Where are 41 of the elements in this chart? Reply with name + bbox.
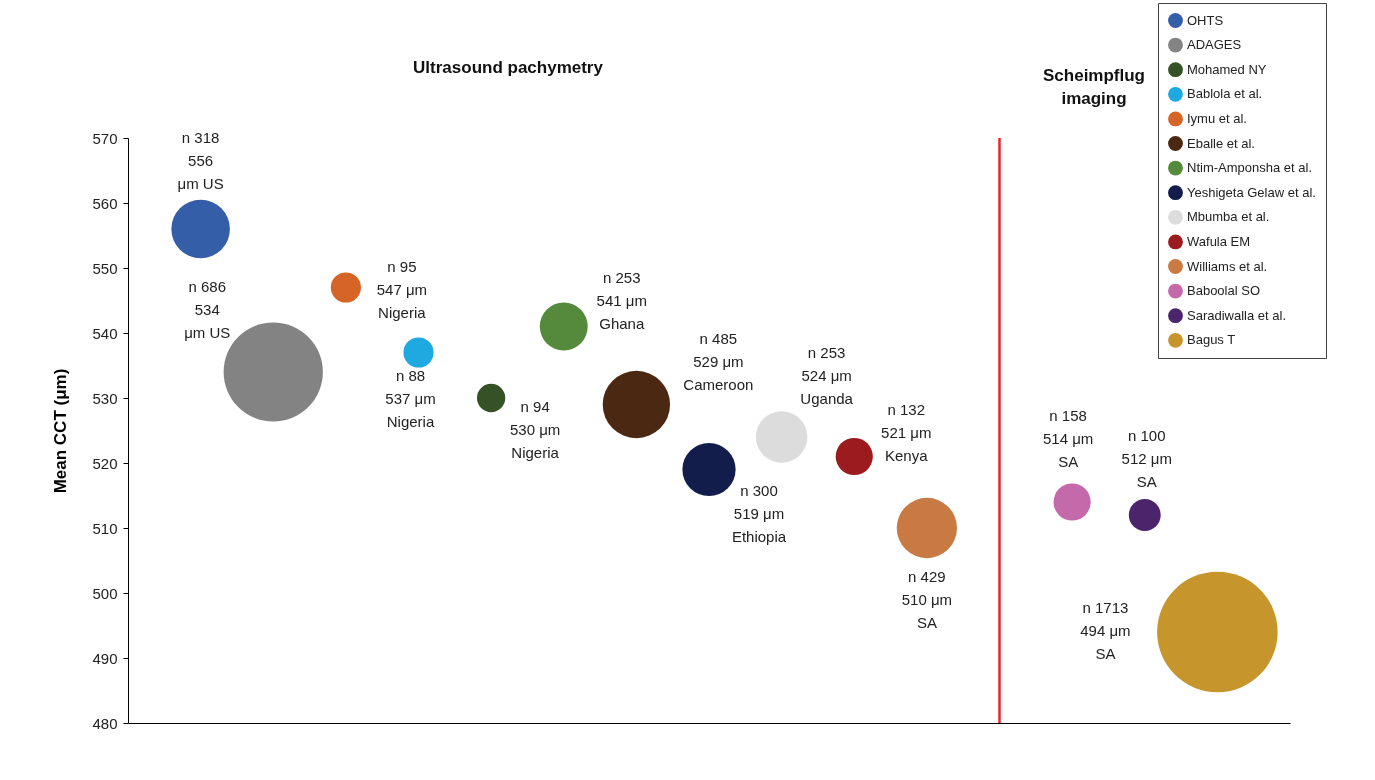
y-tick-label: 480 <box>92 714 118 732</box>
data-label: n 253 541 μm Ghana <box>596 268 647 332</box>
data-label: n 132 521 μm Kenya <box>881 400 932 464</box>
data-label: n 88 537 μm Nigeria <box>385 366 436 430</box>
legend-label: Eballe et al. <box>1187 135 1255 151</box>
data-label: n 158 514 μm SA <box>1042 407 1094 470</box>
legend-label: Ntim-Amponsha et al. <box>1187 160 1312 176</box>
data-label: n 300 519 μm Ethiopia <box>731 481 787 545</box>
text: Scheimpflug imaging <box>1042 66 1146 108</box>
y-tick-label: 560 <box>92 194 118 212</box>
y-tick-label: 490 <box>92 649 118 667</box>
y-tick-label: 510 <box>92 519 118 537</box>
legend-label: ADAGES <box>1187 37 1242 53</box>
data-label: n 686 534 μm US <box>184 278 231 341</box>
legend-label: Saradiwalla et al. <box>1187 307 1286 323</box>
text: Ultrasound pachymetry <box>413 58 604 77</box>
legend-label: Baboolal SO <box>1187 283 1260 299</box>
legend-label: Yeshigeta Gelaw et al. <box>1187 184 1316 200</box>
legend-label: Bagus T <box>1187 332 1236 348</box>
data-label: n 94 530 μm Nigeria <box>509 398 561 461</box>
data-label: n 429 510 μm SA <box>901 568 953 631</box>
y-tick-label: 520 <box>92 454 118 472</box>
data-label: n 95 547 μm Nigeria <box>376 257 428 321</box>
y-axis-title: Mean CCT (μm) <box>51 368 71 494</box>
y-tick-label: 530 <box>92 389 118 407</box>
data-label: n 253 524 μm Uganda <box>800 344 854 407</box>
data-label: n 1713 494 μm SA <box>1080 599 1131 662</box>
legend-label: Wafula EM <box>1187 233 1251 249</box>
y-tick-label: 500 <box>92 584 118 602</box>
legend-label: Mbumba et al. <box>1187 209 1270 225</box>
y-tick-label: 540 <box>92 324 118 342</box>
legend-label: Williams et al. <box>1187 258 1268 274</box>
data-label: n 100 512 μm SA <box>1121 427 1172 490</box>
legend-label: OHTS <box>1187 12 1224 28</box>
y-tick-label: 550 <box>92 259 118 277</box>
legend-label: Iymu et al. <box>1187 110 1247 126</box>
data-label: n 485 529 μm Cameroon <box>683 329 754 393</box>
legend-label: Bablola et al. <box>1187 86 1263 102</box>
y-tick-label: 570 <box>92 129 118 147</box>
legend-label: Mohamed NY <box>1187 61 1267 77</box>
data-label: n 318 556 μm US <box>177 129 224 192</box>
